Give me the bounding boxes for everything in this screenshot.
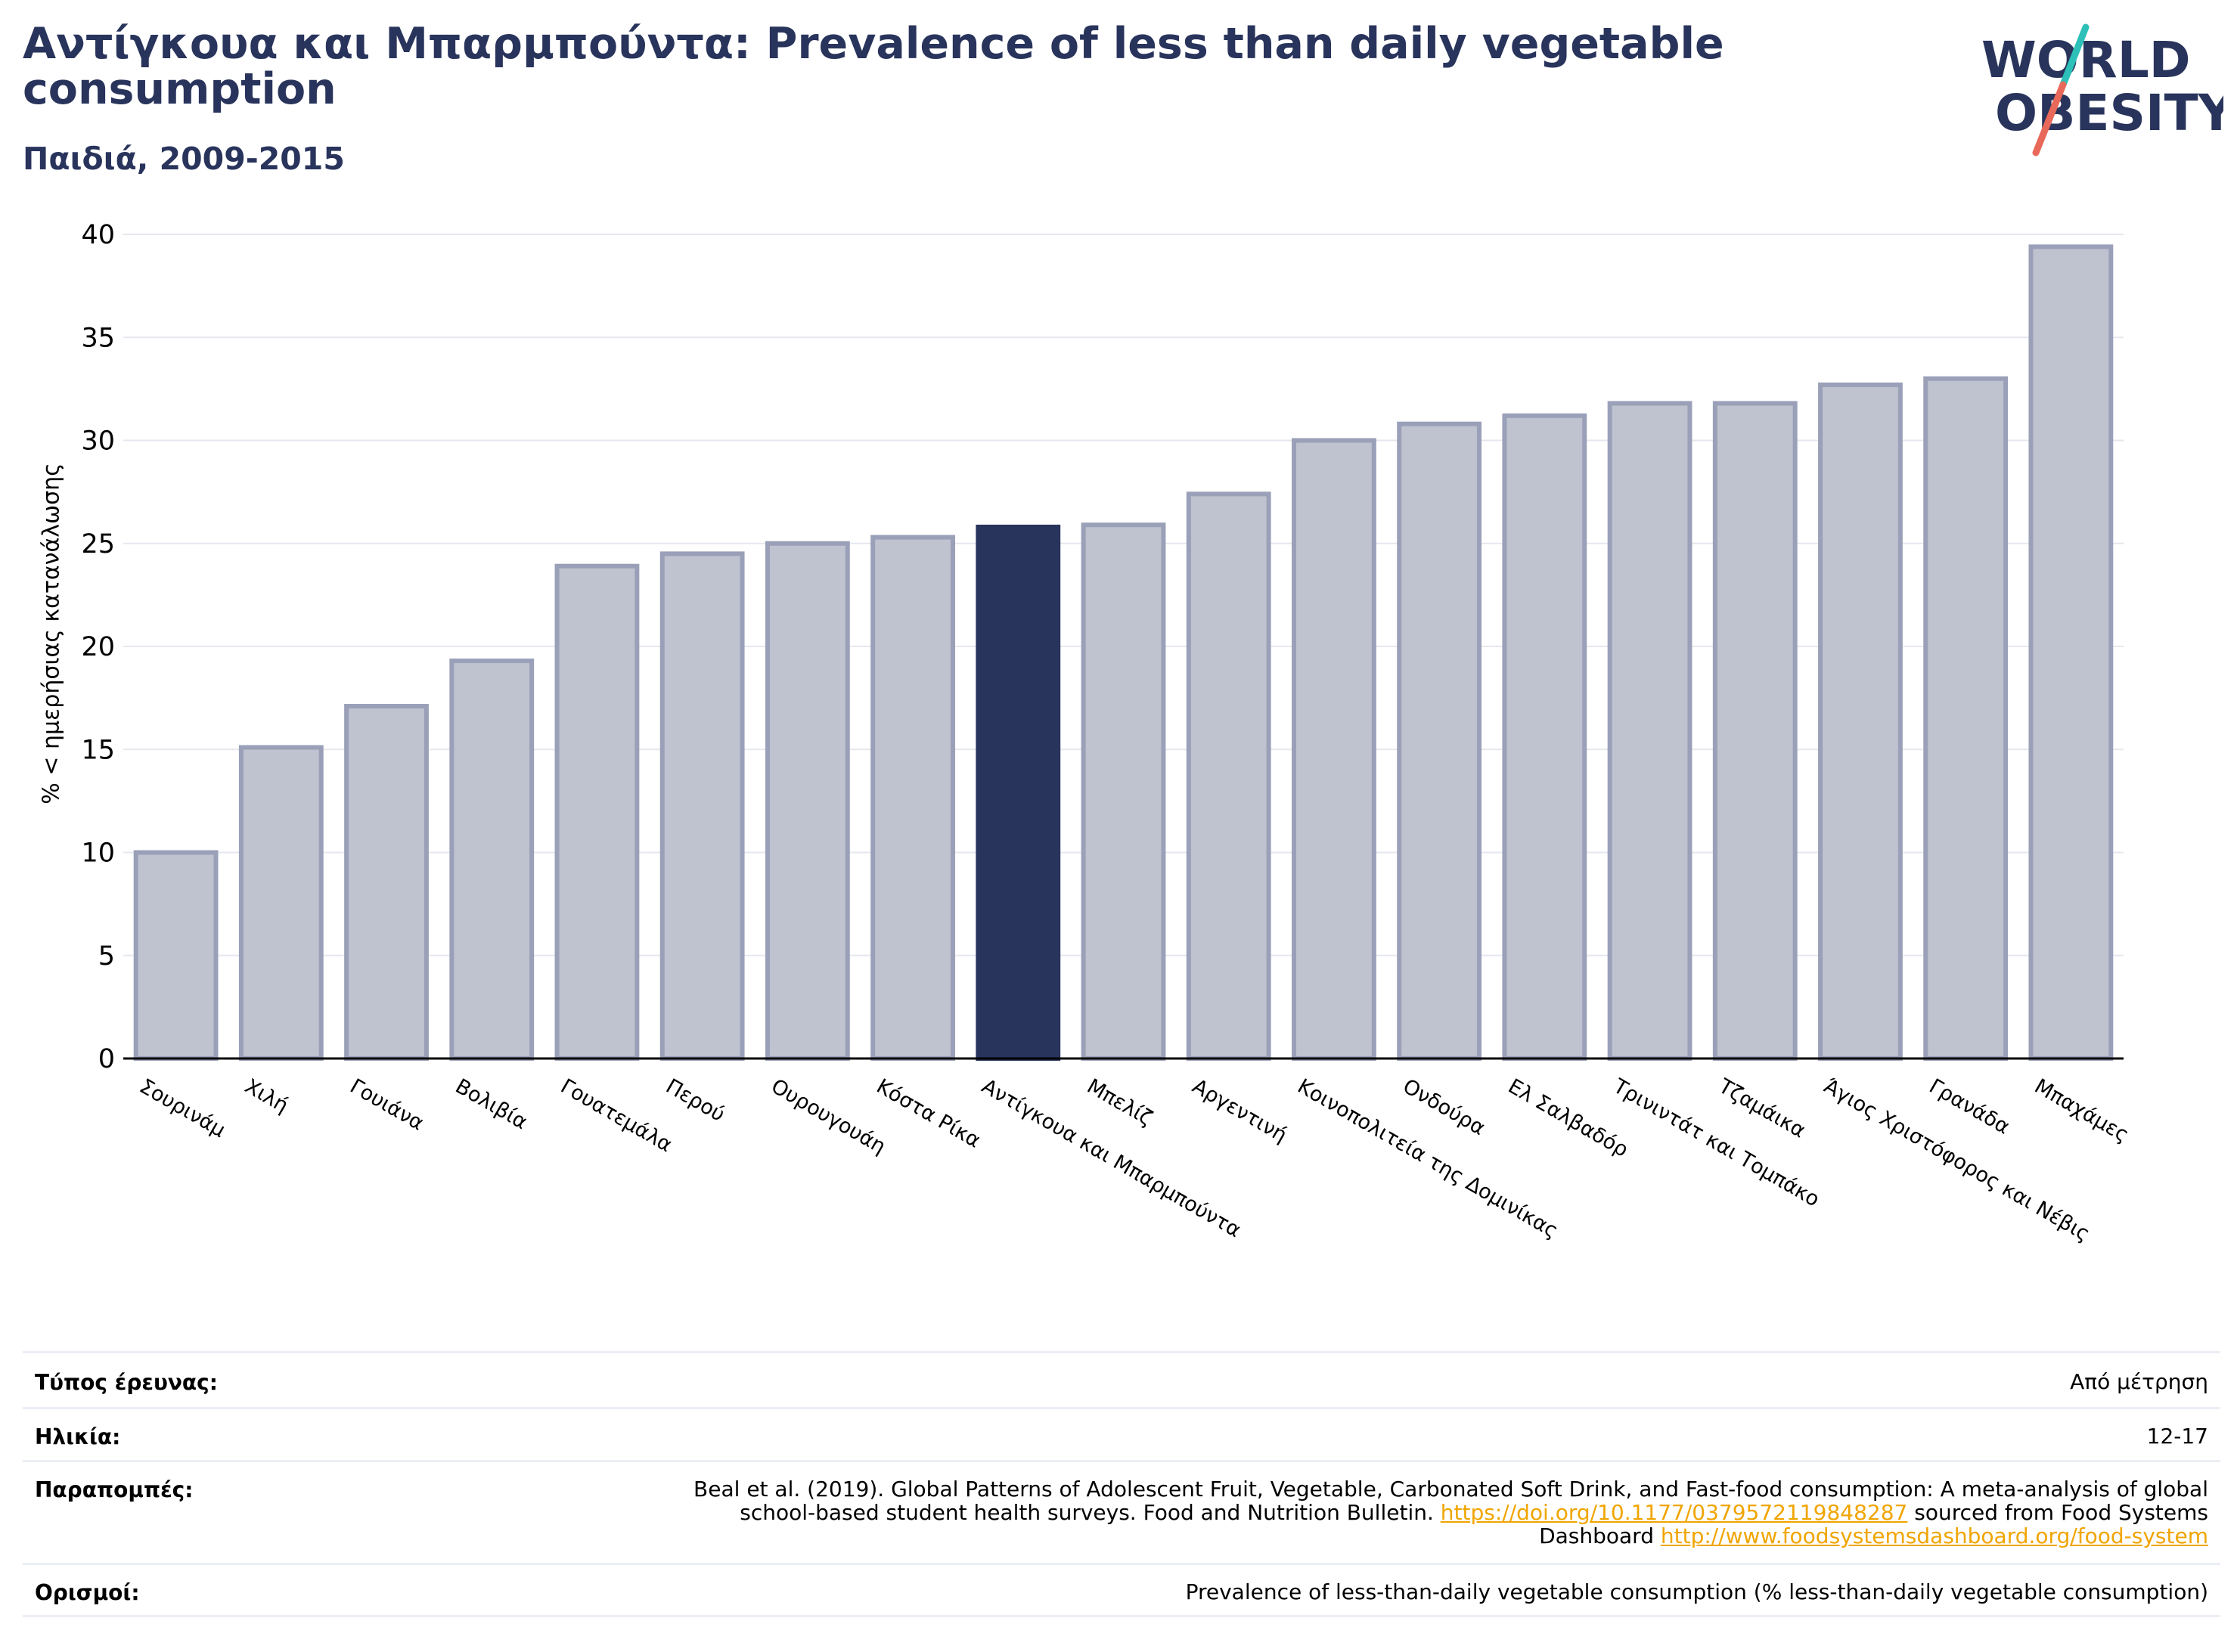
x-tick-label: Περού bbox=[662, 1074, 728, 1127]
logo-word-obesity: OBESITY bbox=[1995, 84, 2223, 142]
survey-type-value: Από μέτρηση bbox=[2070, 1369, 2208, 1394]
references-dashboard-link[interactable]: http://www.foodsystemsdashboard.org/food… bbox=[1660, 1523, 2208, 1548]
x-tick-label: Σουρινάμ bbox=[135, 1074, 229, 1142]
info-row-definitions: Ορισμοί: Prevalence of less-than-daily v… bbox=[23, 1563, 2220, 1617]
bar bbox=[554, 563, 640, 1061]
y-tick-label: 30 bbox=[81, 426, 115, 457]
references-doi-link[interactable]: https://doi.org/10.1177/0379572119848287 bbox=[1440, 1500, 1908, 1525]
survey-type-label: Τύπος έρευνας: bbox=[35, 1370, 218, 1395]
chart-subtitle: Παιδιά, 2009-2015 bbox=[23, 141, 345, 177]
bar bbox=[1081, 522, 1166, 1061]
bar bbox=[870, 535, 955, 1061]
x-tick-label: Τζαμάικα bbox=[1714, 1074, 1809, 1143]
bar bbox=[1292, 438, 1376, 1061]
y-tick-label: 25 bbox=[81, 529, 115, 559]
references-text-1: Beal et al. (2019). Global Patterns of A… bbox=[693, 1477, 2208, 1525]
y-tick-label: 40 bbox=[81, 220, 115, 250]
y-tick-labels: 0 5 10 15 20 25 30 35 40 bbox=[81, 220, 115, 1074]
bar bbox=[133, 850, 219, 1061]
y-tick-label: 0 bbox=[98, 1044, 115, 1074]
logo-slash-red bbox=[2032, 81, 2067, 157]
bar bbox=[1607, 401, 1692, 1061]
y-tick-label: 35 bbox=[81, 323, 115, 353]
bar-highlighted bbox=[976, 524, 1061, 1061]
bar bbox=[1186, 491, 1271, 1061]
y-tick-label: 10 bbox=[81, 838, 115, 869]
x-tick-label: Γρανάδα bbox=[1925, 1074, 2014, 1139]
x-tick-label: Ουρουγουάη bbox=[767, 1074, 889, 1158]
logo-slash-teal bbox=[2059, 23, 2090, 88]
bar bbox=[1502, 413, 1587, 1061]
references-value: Beal et al. (2019). Global Patterns of A… bbox=[658, 1477, 2208, 1548]
logo-word-world: WORLD bbox=[1981, 31, 2191, 89]
age-label: Ηλικία: bbox=[35, 1424, 121, 1449]
bar bbox=[1397, 421, 1482, 1061]
references-text-2: sourced from Food Systems Dashboard bbox=[1539, 1500, 2208, 1548]
x-tick-label: Γουιάνα bbox=[346, 1074, 428, 1135]
definitions-label: Ορισμοί: bbox=[35, 1580, 140, 1605]
y-tick-label: 20 bbox=[81, 632, 115, 662]
y-axis-title: % < ημερήσιας κατανάλωσης bbox=[38, 463, 65, 804]
bar bbox=[449, 659, 535, 1061]
definitions-value: Prevalence of less-than-daily vegetable … bbox=[1185, 1579, 2208, 1604]
y-tick-label: 15 bbox=[81, 735, 115, 765]
x-tick-label: Χιλή bbox=[240, 1074, 292, 1117]
bar bbox=[765, 541, 850, 1061]
x-tick-label: Γουατεμάλα bbox=[557, 1074, 676, 1157]
x-tick-label: Αργεντινή bbox=[1188, 1074, 1291, 1147]
bar-chart: 0 5 10 15 20 25 30 35 40 Σουρινάμ Χιλή Γουιάνα Βολι… bbox=[81, 220, 2133, 1246]
x-tick-label: Κόστα Ρίκα bbox=[873, 1074, 985, 1152]
info-row-survey-type: Τύπος έρευνας: Από μέτρηση bbox=[23, 1351, 2220, 1407]
world-obesity-logo: WORLD OBESITY bbox=[1981, 23, 2223, 157]
x-tick-label: Μπελίζ bbox=[1083, 1074, 1156, 1130]
y-tick-label: 5 bbox=[98, 941, 115, 972]
info-row-references: Παραπομπές: Beal et al. (2019). Global P… bbox=[23, 1460, 2220, 1563]
bars bbox=[133, 244, 2114, 1062]
chart-title: Αντίγκουα και Μπαρμπούντα: Prevalence of… bbox=[23, 19, 1724, 114]
bar bbox=[238, 745, 324, 1062]
bar bbox=[1923, 376, 2009, 1061]
age-value: 12-17 bbox=[2146, 1424, 2208, 1449]
references-label: Παραπομπές: bbox=[35, 1477, 194, 1502]
x-tick-labels: Σουρινάμ Χιλή Γουιάνα Βολιβία ΓουατεμάλαΠερο… bbox=[135, 1074, 2133, 1246]
bar bbox=[1818, 382, 1903, 1061]
x-tick-label: Βολιβία bbox=[451, 1074, 532, 1134]
info-table: Τύπος έρευνας: Από μέτρηση Ηλικία: 12-17… bbox=[23, 1351, 2220, 1617]
bar bbox=[1712, 401, 1798, 1061]
x-tick-label: Μπαχάμες bbox=[2031, 1074, 2133, 1147]
x-tick-label: Ονδούρα bbox=[1399, 1074, 1489, 1140]
info-row-age: Ηλικία: 12-17 bbox=[23, 1407, 2220, 1460]
bar bbox=[659, 551, 745, 1061]
bar bbox=[2028, 244, 2114, 1062]
bar bbox=[344, 704, 429, 1062]
